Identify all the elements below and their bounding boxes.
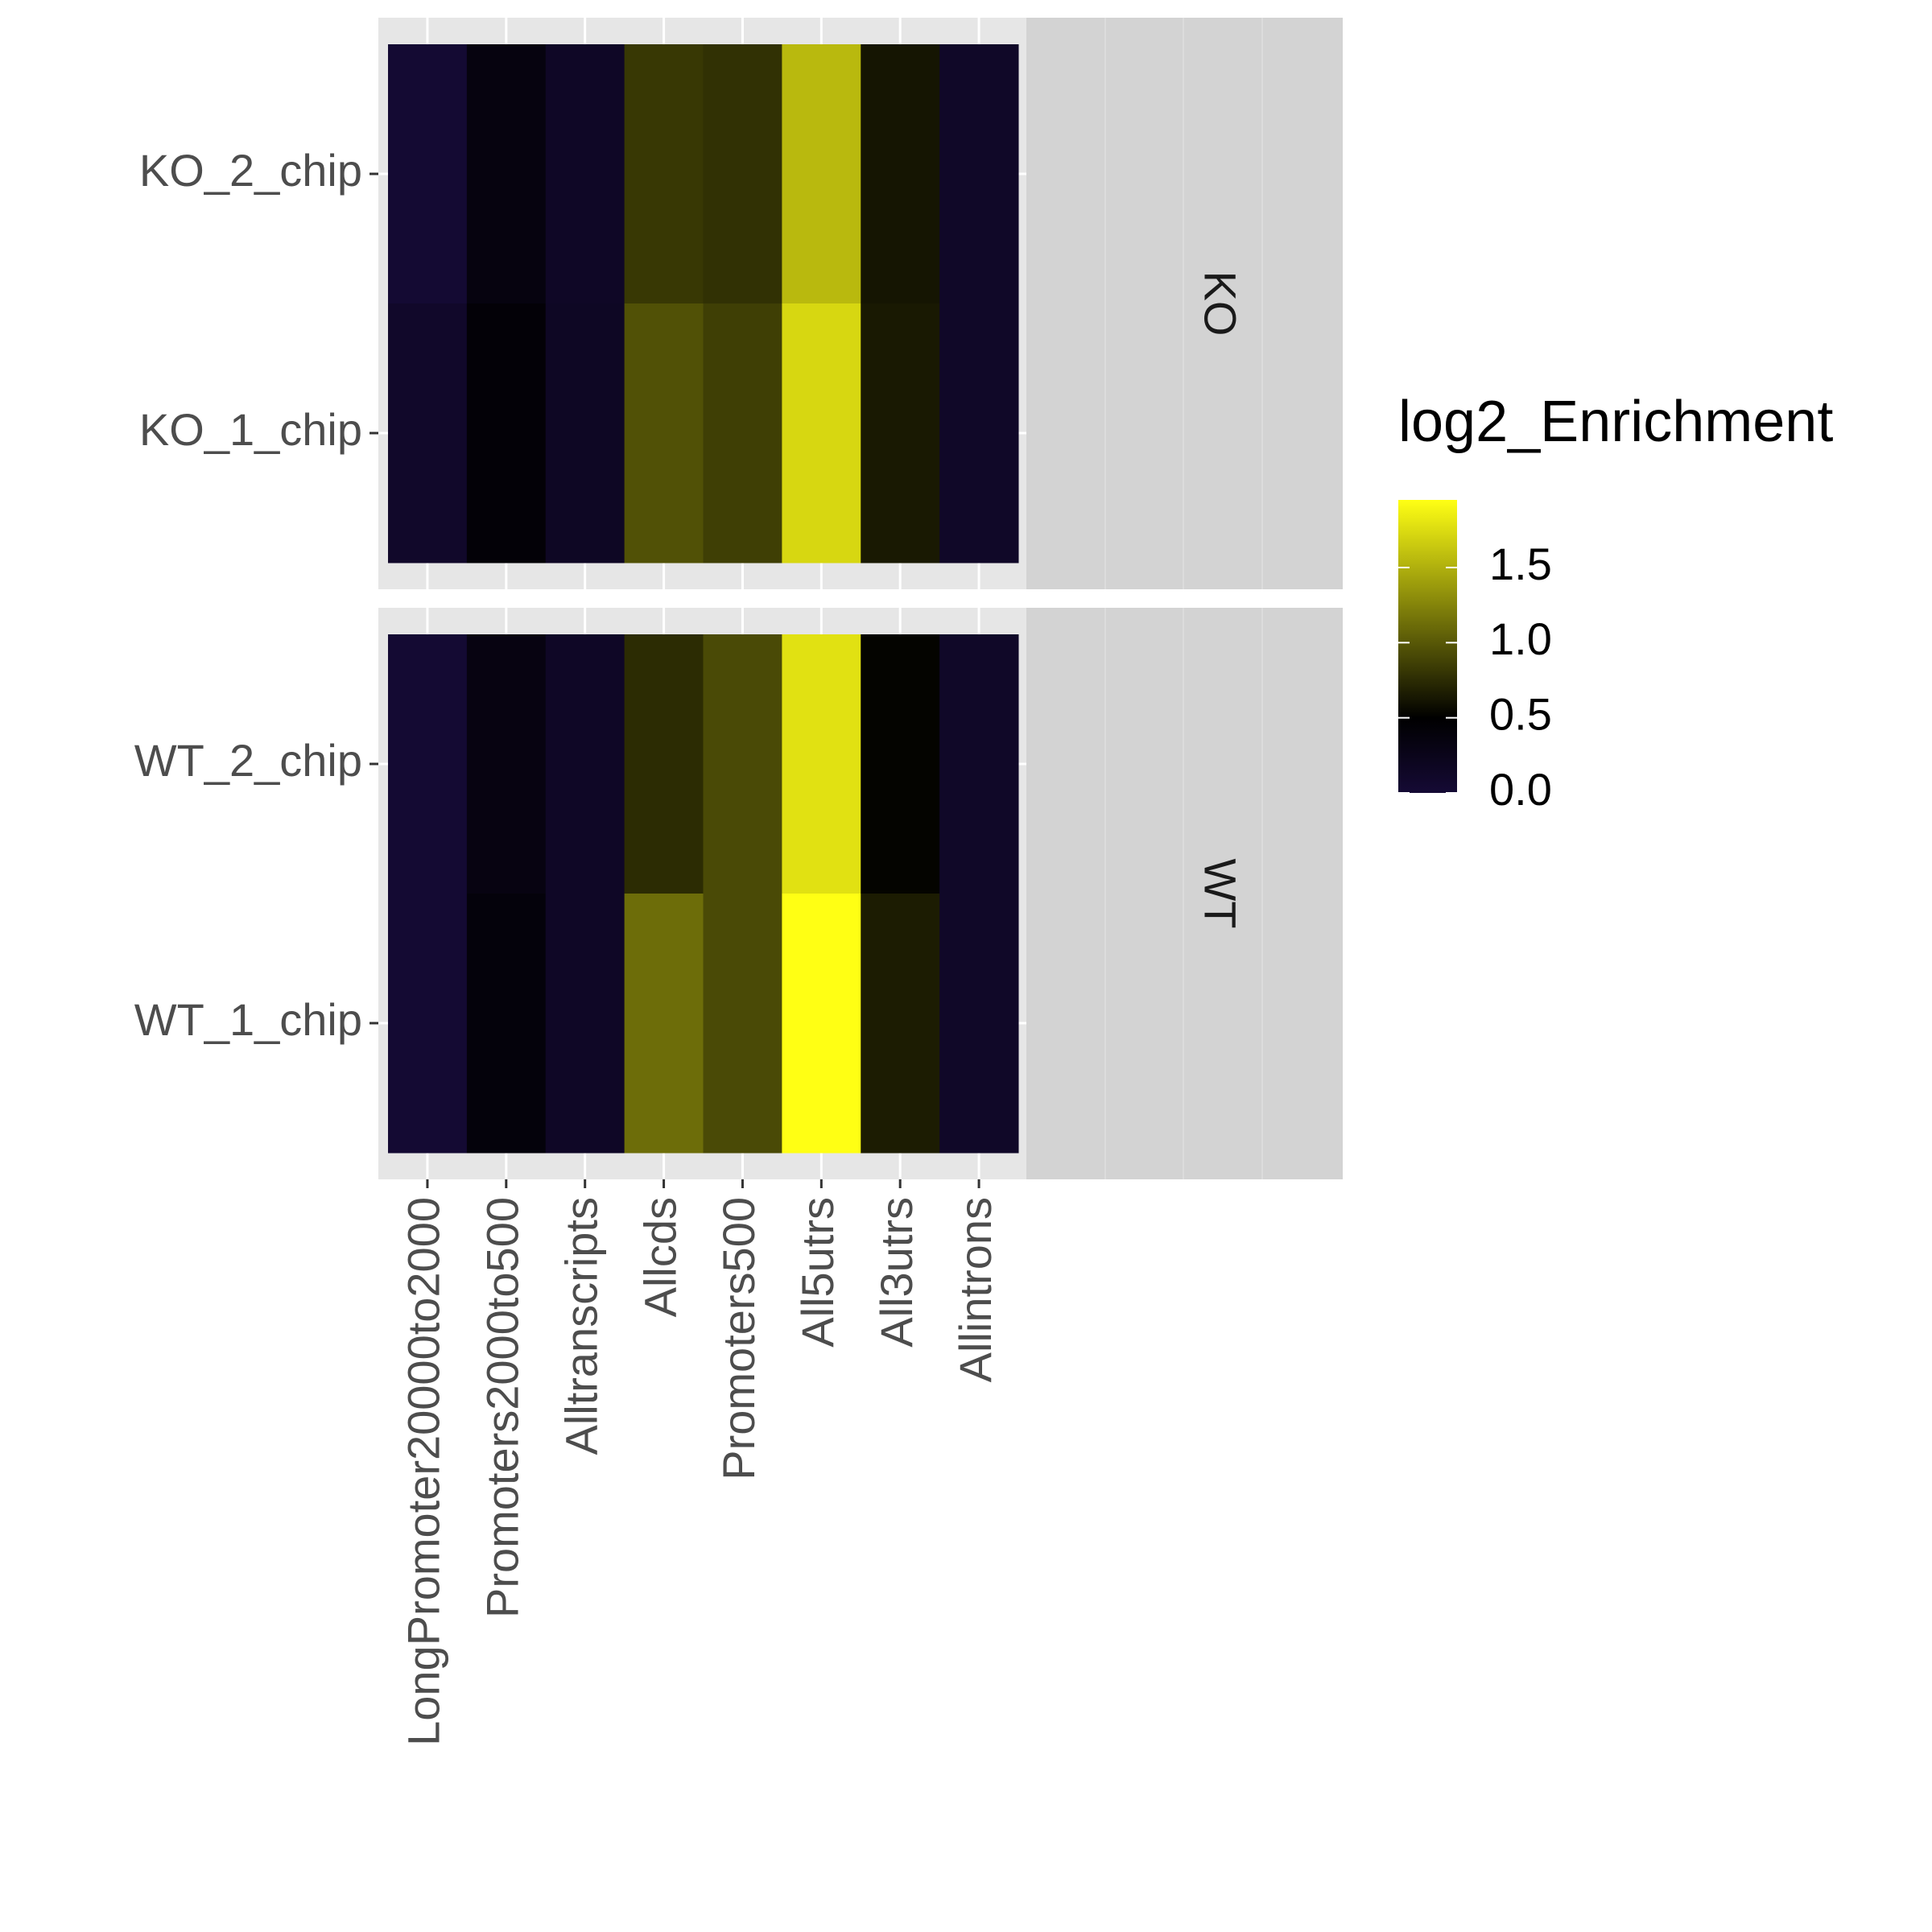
facet-panels: KO WT — [378, 18, 1343, 1179]
heatmap-cell — [624, 44, 704, 304]
x-tick-label: Promoters500 — [713, 1197, 764, 1480]
x-tick-label: LongPromoter20000to2000 — [398, 1197, 449, 1746]
heatmap-cell — [939, 894, 1019, 1154]
heatmap-cell — [388, 894, 468, 1154]
heatmap-cell — [388, 634, 468, 894]
facet-ko: KO — [378, 18, 1343, 589]
y-tick-label: WT_2_chip — [134, 735, 362, 786]
heatmap-cell — [624, 634, 704, 894]
legend-tick-label: 0.5 — [1489, 688, 1552, 739]
facet-wt: WT — [378, 608, 1343, 1179]
heatmap-cell — [545, 894, 625, 1154]
heatmap-cell — [939, 634, 1019, 894]
heatmap-cell — [545, 303, 625, 564]
heatmap-cell — [388, 44, 468, 304]
heatmap-cell — [624, 894, 704, 1154]
y-tick-label: KO_1_chip — [139, 404, 362, 455]
y-tick-label: KO_2_chip — [139, 145, 362, 196]
x-tick-label: Allintrons — [950, 1197, 1001, 1382]
y-tick-label: WT_1_chip — [134, 994, 362, 1045]
heatmap-cell — [466, 894, 547, 1154]
heatmap-cell — [703, 303, 782, 564]
heatmap-cell — [861, 894, 940, 1154]
facet-strip — [1026, 18, 1343, 589]
heatmap-cell — [939, 303, 1019, 564]
x-tick-label: Alltranscripts — [555, 1197, 606, 1455]
heatmap-cell — [782, 894, 861, 1154]
heatmap-cell — [782, 303, 861, 564]
heatmap-cell — [388, 303, 468, 564]
legend: log2_Enrichment 0.0 0.5 1.0 1.5 — [1398, 390, 1833, 815]
facet-strip-label: KO — [1195, 271, 1246, 336]
heatmap-cell — [545, 634, 625, 894]
heatmap-cell — [466, 44, 547, 304]
heatmap-cell — [782, 634, 861, 894]
legend-tick-label: 1.5 — [1489, 539, 1552, 589]
x-tick-label: Allcds — [634, 1197, 685, 1317]
heatmap-cell — [703, 894, 782, 1154]
facet-strip-label: WT — [1195, 858, 1246, 928]
legend-colorbar — [1398, 500, 1457, 793]
heatmap-cell — [466, 303, 547, 564]
legend-tick-label: 1.0 — [1489, 613, 1552, 664]
x-tick-label: Promoters2000to500 — [477, 1197, 528, 1618]
heatmap-cell — [939, 44, 1019, 304]
x-tick-label: All5utrs — [792, 1197, 843, 1348]
facet-strip — [1026, 608, 1343, 1179]
heatmap-cell — [624, 303, 704, 564]
heatmap-cell — [703, 634, 782, 894]
heatmap-cell — [703, 44, 782, 304]
heatmap-cell — [861, 303, 940, 564]
heatmap-cell — [466, 634, 547, 894]
heatmap-cell — [861, 634, 940, 894]
legend-tick-label: 0.0 — [1489, 764, 1552, 815]
heatmap-cell — [545, 44, 625, 304]
heatmap-cell — [782, 44, 861, 304]
x-tick-label: All3utrs — [871, 1197, 922, 1348]
axes: KO_2_chip KO_1_chip WT_2_chip WT_1_chip Long… — [134, 145, 1001, 1746]
heatmap-cell — [861, 44, 940, 304]
legend-title: log2_Enrichment — [1398, 390, 1833, 454]
